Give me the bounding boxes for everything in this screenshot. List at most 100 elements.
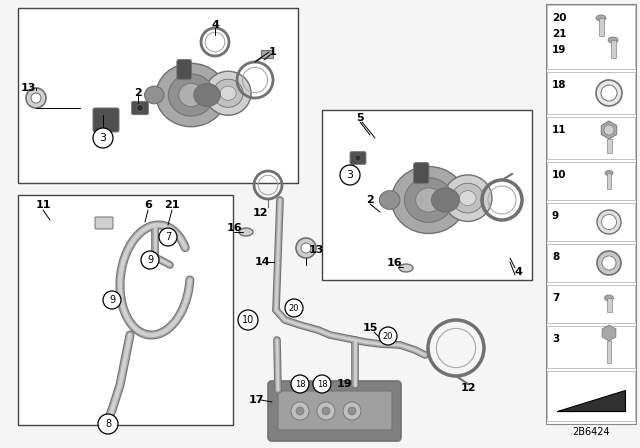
Text: 9: 9 — [552, 211, 559, 221]
Circle shape — [596, 80, 622, 106]
Text: 20: 20 — [552, 13, 566, 23]
Bar — [547, 162, 635, 200]
Text: 2: 2 — [366, 195, 374, 205]
Ellipse shape — [205, 71, 251, 115]
Text: 20: 20 — [383, 332, 393, 340]
Text: 10: 10 — [552, 170, 566, 180]
Text: 12: 12 — [252, 208, 268, 218]
Text: 18: 18 — [294, 379, 305, 388]
Bar — [18, 8, 298, 183]
Ellipse shape — [444, 175, 492, 221]
Circle shape — [291, 375, 309, 393]
Ellipse shape — [213, 79, 243, 108]
Circle shape — [301, 243, 311, 253]
Bar — [607, 298, 611, 312]
Circle shape — [604, 125, 614, 135]
Text: 8: 8 — [105, 419, 111, 429]
Text: 10: 10 — [242, 315, 254, 325]
Circle shape — [296, 238, 316, 258]
Text: 9: 9 — [147, 255, 153, 265]
Circle shape — [238, 310, 258, 330]
Text: 20: 20 — [289, 303, 300, 313]
Bar — [547, 326, 635, 368]
FancyBboxPatch shape — [413, 163, 429, 183]
Ellipse shape — [431, 188, 460, 212]
Circle shape — [340, 165, 360, 185]
Text: 8: 8 — [552, 252, 559, 262]
Bar — [607, 341, 611, 363]
Circle shape — [602, 256, 616, 270]
Bar — [547, 5, 635, 69]
Circle shape — [159, 228, 177, 246]
Text: 2B6424: 2B6424 — [572, 427, 610, 437]
Text: 12: 12 — [460, 383, 476, 393]
Ellipse shape — [156, 63, 227, 127]
Ellipse shape — [452, 183, 484, 213]
Bar — [547, 371, 635, 421]
FancyBboxPatch shape — [350, 152, 366, 164]
Text: 19: 19 — [552, 45, 566, 55]
Text: 5: 5 — [356, 113, 364, 123]
Text: 11: 11 — [35, 200, 51, 210]
Text: 17: 17 — [248, 395, 264, 405]
FancyBboxPatch shape — [93, 108, 119, 132]
Circle shape — [317, 402, 335, 420]
Bar — [547, 72, 635, 114]
Bar — [607, 173, 611, 189]
Circle shape — [379, 327, 397, 345]
Ellipse shape — [404, 178, 453, 222]
Text: 15: 15 — [362, 323, 378, 333]
Bar — [322, 110, 532, 280]
Ellipse shape — [380, 191, 400, 209]
Circle shape — [343, 402, 361, 420]
Ellipse shape — [220, 86, 236, 100]
Polygon shape — [557, 390, 625, 411]
Ellipse shape — [239, 228, 253, 236]
Ellipse shape — [179, 84, 204, 107]
Text: 18: 18 — [317, 379, 327, 388]
Bar — [18, 195, 233, 425]
FancyBboxPatch shape — [177, 60, 191, 79]
Text: 3: 3 — [552, 334, 559, 344]
Bar — [261, 50, 273, 58]
Text: 4: 4 — [514, 267, 522, 277]
Bar — [607, 139, 611, 153]
Ellipse shape — [168, 74, 214, 116]
Circle shape — [296, 407, 304, 415]
Ellipse shape — [399, 264, 413, 272]
Text: 9: 9 — [109, 295, 115, 305]
Circle shape — [313, 375, 331, 393]
Polygon shape — [602, 325, 616, 341]
Text: 4: 4 — [211, 20, 219, 30]
Bar — [547, 117, 635, 159]
Text: 3: 3 — [346, 170, 353, 180]
Circle shape — [141, 251, 159, 269]
Ellipse shape — [605, 295, 614, 301]
Circle shape — [136, 104, 143, 112]
Polygon shape — [601, 121, 617, 139]
Bar — [547, 244, 635, 282]
Circle shape — [26, 88, 46, 108]
Circle shape — [597, 251, 621, 275]
Circle shape — [31, 93, 41, 103]
Ellipse shape — [608, 37, 618, 43]
Circle shape — [93, 128, 113, 148]
Text: 14: 14 — [254, 257, 270, 267]
Ellipse shape — [605, 171, 613, 176]
Text: 21: 21 — [552, 29, 566, 39]
Text: 16: 16 — [387, 258, 403, 268]
Bar — [546, 4, 636, 424]
Circle shape — [348, 407, 356, 415]
Text: 13: 13 — [308, 245, 324, 255]
Circle shape — [602, 215, 616, 229]
Text: 6: 6 — [144, 200, 152, 210]
Ellipse shape — [392, 167, 466, 233]
Bar — [547, 203, 635, 241]
Circle shape — [355, 155, 361, 161]
Text: 11: 11 — [552, 125, 566, 135]
FancyBboxPatch shape — [132, 101, 148, 115]
Circle shape — [322, 407, 330, 415]
Ellipse shape — [194, 84, 220, 107]
Circle shape — [597, 210, 621, 234]
Ellipse shape — [416, 188, 442, 212]
